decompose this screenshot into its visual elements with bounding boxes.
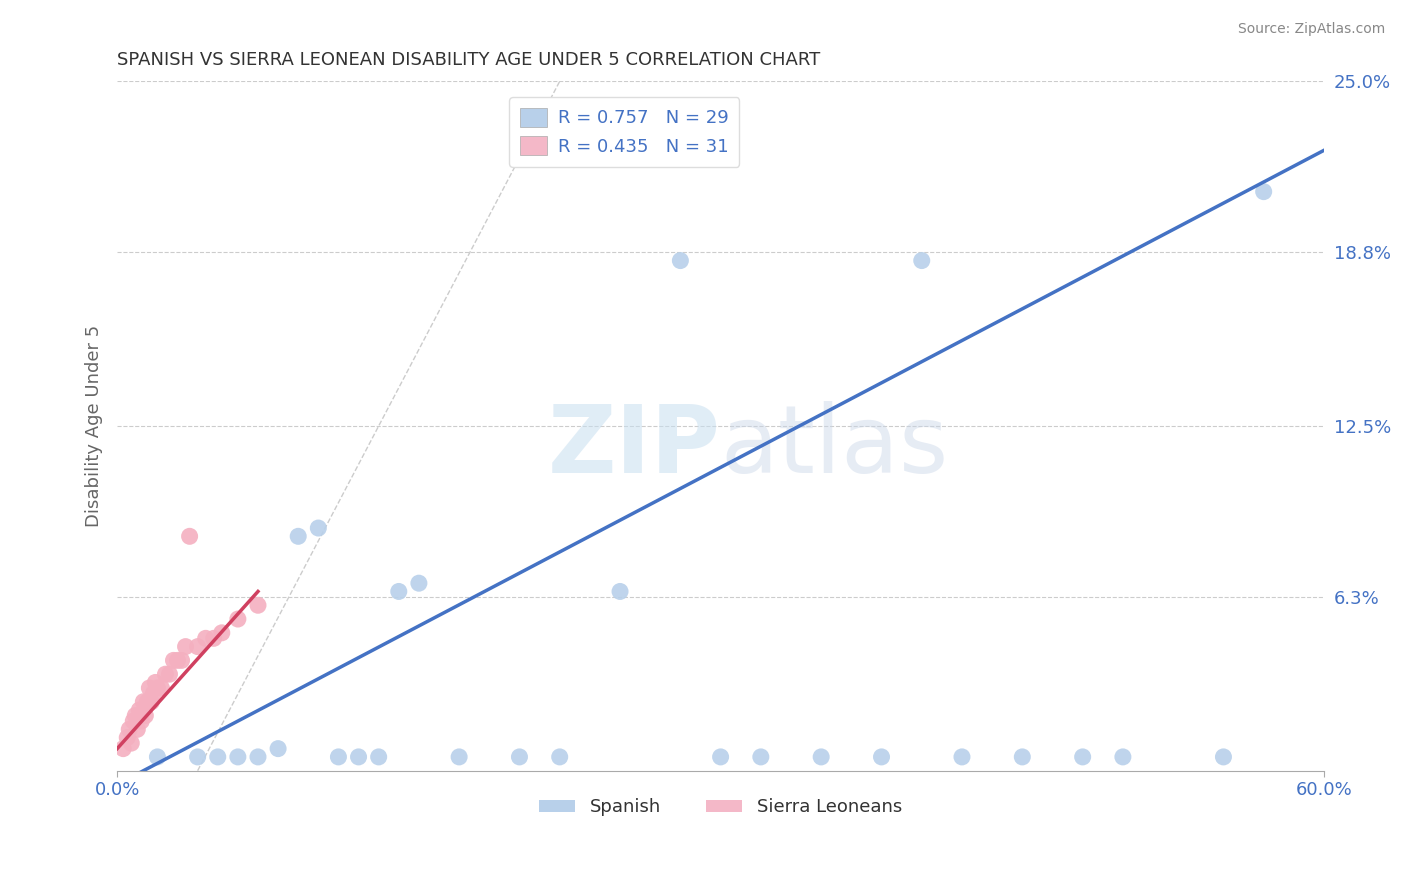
Point xyxy=(122,714,145,728)
Point xyxy=(211,625,233,640)
Text: ZIP: ZIP xyxy=(548,401,721,492)
Point xyxy=(307,521,329,535)
Point xyxy=(146,681,169,695)
Point xyxy=(174,640,197,654)
Point xyxy=(187,750,209,764)
Legend: Spanish, Sierra Leoneans: Spanish, Sierra Leoneans xyxy=(531,791,910,823)
Point xyxy=(267,741,290,756)
Point xyxy=(166,653,188,667)
Point xyxy=(117,731,139,745)
Point xyxy=(226,612,249,626)
Point xyxy=(388,584,411,599)
Point xyxy=(609,584,631,599)
Point xyxy=(950,750,973,764)
Point xyxy=(449,750,471,764)
Point xyxy=(226,750,249,764)
Point xyxy=(669,253,692,268)
Point xyxy=(1212,750,1234,764)
Point xyxy=(127,723,149,737)
Point xyxy=(159,667,181,681)
Point xyxy=(1112,750,1135,764)
Point xyxy=(287,529,309,543)
Point xyxy=(911,253,934,268)
Point xyxy=(246,750,269,764)
Point xyxy=(124,708,146,723)
Point xyxy=(155,667,177,681)
Point xyxy=(162,653,184,667)
Point xyxy=(408,576,430,591)
Point xyxy=(170,653,193,667)
Point xyxy=(870,750,893,764)
Point xyxy=(328,750,350,764)
Text: Source: ZipAtlas.com: Source: ZipAtlas.com xyxy=(1237,22,1385,37)
Point xyxy=(347,750,370,764)
Point xyxy=(749,750,772,764)
Point xyxy=(179,529,201,543)
Point xyxy=(508,750,530,764)
Point xyxy=(1253,185,1275,199)
Point xyxy=(187,640,209,654)
Point xyxy=(150,681,173,695)
Point xyxy=(128,703,150,717)
Point xyxy=(136,695,159,709)
Point xyxy=(810,750,832,764)
Point xyxy=(132,695,155,709)
Point xyxy=(246,599,269,613)
Point xyxy=(367,750,389,764)
Point xyxy=(548,750,571,764)
Y-axis label: Disability Age Under 5: Disability Age Under 5 xyxy=(86,325,103,527)
Text: SPANISH VS SIERRA LEONEAN DISABILITY AGE UNDER 5 CORRELATION CHART: SPANISH VS SIERRA LEONEAN DISABILITY AGE… xyxy=(117,51,821,69)
Point xyxy=(145,675,167,690)
Point xyxy=(138,681,160,695)
Point xyxy=(194,632,217,646)
Point xyxy=(118,723,141,737)
Point xyxy=(120,736,142,750)
Point xyxy=(207,750,229,764)
Point xyxy=(112,741,135,756)
Point xyxy=(131,714,153,728)
Point xyxy=(202,632,225,646)
Point xyxy=(710,750,733,764)
Point xyxy=(146,750,169,764)
Point xyxy=(1071,750,1094,764)
Text: atlas: atlas xyxy=(721,401,949,492)
Point xyxy=(1011,750,1033,764)
Point xyxy=(134,708,156,723)
Point xyxy=(142,686,165,700)
Point xyxy=(141,695,163,709)
